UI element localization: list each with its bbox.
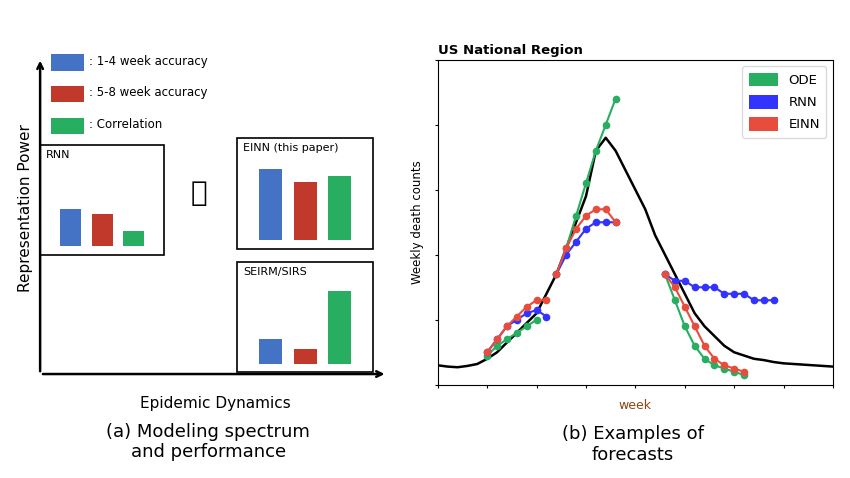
Bar [237,138,372,249]
Text: (b) Examples of
forecasts: (b) Examples of forecasts [563,425,704,464]
Text: 🏆: 🏆 [190,179,207,207]
Text: (a) Modeling spectrum
and performance: (a) Modeling spectrum and performance [106,423,310,461]
Bar [92,214,113,247]
Text: RNN: RNN [46,150,70,160]
Bar [294,349,316,364]
Bar [328,176,351,240]
Text: US National Region: US National Region [438,44,582,57]
Bar [259,169,282,240]
Text: EINN (this paper): EINN (this paper) [243,143,338,153]
Legend: ODE, RNN, EINN: ODE, RNN, EINN [742,66,826,138]
Y-axis label: Weekly death counts: Weekly death counts [411,161,424,284]
Bar [51,54,84,71]
Bar [259,339,282,364]
Text: Representation Power: Representation Power [18,124,33,293]
Text: : Correlation: : Correlation [89,118,162,131]
Text: : 5-8 week accuracy: : 5-8 week accuracy [89,87,208,99]
X-axis label: week: week [619,399,652,412]
Bar [60,209,82,247]
Bar [294,182,316,240]
Bar [237,262,372,372]
Bar [40,145,164,255]
Text: : 1-4 week accuracy: : 1-4 week accuracy [89,54,208,68]
Text: SEIRM/SIRS: SEIRM/SIRS [243,267,307,277]
Text: Epidemic Dynamics: Epidemic Dynamics [140,396,291,411]
Bar [123,230,144,247]
Bar [328,291,351,364]
Bar [51,87,84,102]
Bar [51,118,84,134]
